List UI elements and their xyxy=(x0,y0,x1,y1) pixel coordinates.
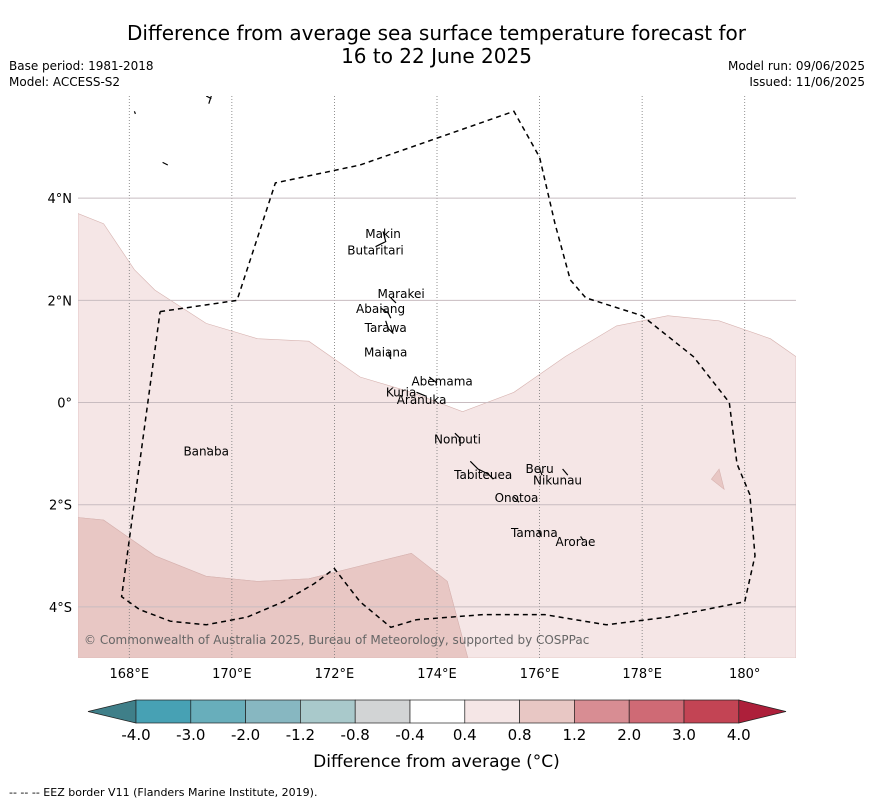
island-outline-18 xyxy=(133,111,136,115)
colorbar-tick-7: 0.8 xyxy=(508,726,532,744)
colorbar-tick-5: -0.4 xyxy=(395,726,424,744)
place-label-marakei: Marakei xyxy=(377,287,424,301)
lon-tick-168: 168°E xyxy=(110,667,150,682)
colorbar-swatch-0 xyxy=(135,699,192,724)
island-outline-0 xyxy=(375,231,387,248)
island-outline-8 xyxy=(469,460,494,480)
colorbar-tick-9: 2.0 xyxy=(617,726,641,744)
lat-tick--4: 4°S xyxy=(49,601,72,616)
colorbar-tick-4: -0.8 xyxy=(341,726,370,744)
map-title: Difference from average sea surface temp… xyxy=(0,22,873,68)
copyright-notice: © Commonwealth of Australia 2025, Bureau… xyxy=(84,633,589,647)
place-label-makin: Makin xyxy=(365,227,401,241)
lat-tick-4: 4°N xyxy=(48,192,73,207)
place-label-nonouti: Nonouti xyxy=(434,432,481,446)
lon-tick-170: 170°E xyxy=(212,667,252,682)
place-label-tamana: Tamana xyxy=(510,526,558,540)
island-outline-15 xyxy=(162,161,169,166)
place-label-tabiteuea: Tabiteuea xyxy=(453,468,512,482)
issued-date: Issued: 11/06/2025 xyxy=(749,75,865,89)
island-outline-6 xyxy=(416,391,427,397)
model-run: Model run: 09/06/2025 xyxy=(727,59,865,73)
place-label-abaiang: Abaiang xyxy=(356,302,405,316)
model-name: Model: ACCESS-S2 xyxy=(9,75,121,89)
meta-left: Base period: 1981-2018 Model: ACCESS-S2 xyxy=(9,58,154,90)
colorbar-label: Difference from average (°C) xyxy=(313,752,560,772)
eez-border xyxy=(120,110,756,629)
lon-tick-176: 176°E xyxy=(520,667,560,682)
island-outline-5 xyxy=(428,376,438,384)
colorbar-high-extend xyxy=(738,699,787,724)
island-outline-13 xyxy=(580,536,584,541)
island-outline-2 xyxy=(385,320,394,335)
colorbar-tick-10: 3.0 xyxy=(672,726,696,744)
island-outline-4 xyxy=(387,351,392,360)
anomaly-region-1 xyxy=(78,517,469,658)
place-label-butaritari: Butaritari xyxy=(347,243,404,257)
lon-tick-178: 178°E xyxy=(622,667,662,682)
colorbar-tick-0: -4.0 xyxy=(121,726,150,744)
colorbar-swatch-10 xyxy=(683,699,740,724)
island-outline-10 xyxy=(562,468,569,476)
island-outline-1 xyxy=(380,307,392,319)
colorbar-swatch-2 xyxy=(245,699,301,724)
place-label-maiana: Maiana xyxy=(364,346,407,360)
place-label-onotoa: Onotoa xyxy=(495,491,539,505)
colorbar-tick-6: 0.4 xyxy=(453,726,477,744)
lat-tick--2: 2°S xyxy=(49,499,72,514)
island-outline-3 xyxy=(390,297,397,304)
lat-tick-0: 0° xyxy=(57,397,72,412)
base-period: Base period: 1981-2018 xyxy=(9,59,154,73)
place-label-aranuka: Aranuka xyxy=(397,393,447,407)
island-outline-7 xyxy=(454,432,461,446)
place-label-kuria: Kuria xyxy=(386,385,417,399)
colorbar-swatch-4 xyxy=(354,699,411,724)
island-outline-12 xyxy=(537,530,542,536)
lon-tick-172: 172°E xyxy=(315,667,355,682)
island-outline-11 xyxy=(513,496,520,503)
place-label-beru: Beru xyxy=(526,462,554,476)
island-outline-9 xyxy=(539,468,543,476)
colorbar-tick-11: 4.0 xyxy=(727,726,751,744)
place-label-arorae: Arorae xyxy=(556,535,596,549)
colorbar-swatch-9 xyxy=(628,699,685,724)
place-label-banaba: Banaba xyxy=(183,445,229,459)
colorbar-swatch-5 xyxy=(409,699,466,724)
place-label-tarawa: Tarawa xyxy=(364,321,407,335)
lon-tick-174: 174°E xyxy=(417,667,457,682)
colorbar-tick-1: -3.0 xyxy=(176,726,205,744)
eez-border-line xyxy=(120,110,756,629)
island-outline-14 xyxy=(206,447,210,450)
colorbar-tick-8: 1.2 xyxy=(562,726,586,744)
place-label-abemama: Abemama xyxy=(411,375,472,389)
anomaly-region-2 xyxy=(710,468,725,491)
title-line-1: Difference from average sea surface temp… xyxy=(126,21,746,45)
land-outlines xyxy=(133,96,584,541)
colorbar-swatch-8 xyxy=(574,699,630,724)
lon-tick-180: 180° xyxy=(729,667,760,682)
lat-tick-2: 2°N xyxy=(48,294,73,309)
colorbar-tick-2: -2.0 xyxy=(231,726,260,744)
place-label-nikunau: Nikunau xyxy=(533,473,582,487)
island-outline-17 xyxy=(208,96,212,104)
title-line-2: 16 to 22 June 2025 xyxy=(341,44,532,68)
colorbar-swatch-7 xyxy=(519,699,575,724)
colorbar-low-extend xyxy=(87,699,137,724)
axis-tick-labels: 168°E 170°E 172°E 174°E 176°E 178°E 180° 4°N 2°N… xyxy=(48,192,761,682)
colorbar: -4.0 -3.0 -2.0 -1.2 -0.8 -0.4 0.4 0.8 1.2 2.0 3.0 4… xyxy=(87,699,787,744)
colorbar-swatch-6 xyxy=(464,699,520,724)
eez-footnote: -- -- -- EEZ border V11 (Flanders Marine… xyxy=(9,786,318,799)
colorbar-swatch-3 xyxy=(300,699,356,724)
colorbar-tick-3: -1.2 xyxy=(286,726,315,744)
map-grid xyxy=(78,96,796,658)
colorbar-swatch-1 xyxy=(190,699,246,724)
meta-right: Model run: 09/06/2025 Issued: 11/06/2025 xyxy=(728,58,865,90)
